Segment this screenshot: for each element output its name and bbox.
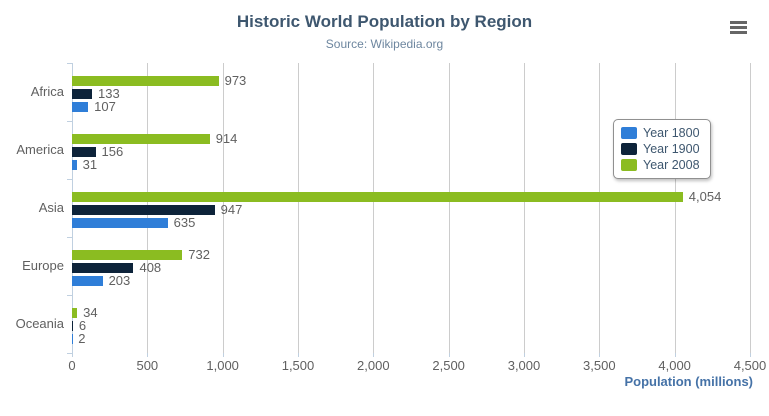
bar-asia-year-2008[interactable] bbox=[72, 191, 683, 202]
value-axis-tick-label: 4,000 bbox=[658, 358, 691, 373]
bar-value-label: 203 bbox=[108, 272, 131, 288]
axis-tick bbox=[599, 353, 601, 357]
bar-value-label: 31 bbox=[82, 156, 98, 172]
bar-value-label: 4,054 bbox=[688, 188, 722, 204]
axis-tick bbox=[373, 353, 375, 357]
category-axis-tick bbox=[67, 295, 72, 296]
legend-label: Year 1800 bbox=[643, 126, 700, 140]
axis-tick bbox=[750, 353, 751, 357]
bar-value-label: 973 bbox=[224, 72, 247, 88]
legend: Year 1800 Year 1900 Year 2008 bbox=[613, 119, 711, 179]
category-label: Europe bbox=[22, 258, 64, 273]
axis-tick bbox=[524, 353, 525, 357]
gridline bbox=[448, 63, 450, 353]
bar-africa-year-1900[interactable] bbox=[72, 88, 93, 99]
value-axis-tick-label: 2,000 bbox=[357, 358, 390, 373]
category-axis-tick bbox=[67, 63, 72, 64]
bar-oceania-year-2008[interactable] bbox=[72, 307, 78, 318]
bar-value-label: 408 bbox=[139, 259, 162, 275]
category-axis-tick bbox=[67, 179, 72, 180]
bar-europe-year-1900[interactable] bbox=[72, 262, 134, 273]
bar-africa-year-2008[interactable] bbox=[72, 75, 219, 86]
legend-swatch-icon bbox=[621, 159, 637, 171]
bar-value-label: 2 bbox=[78, 330, 86, 346]
bar-value-label: 914 bbox=[215, 130, 238, 146]
axis-tick bbox=[448, 353, 450, 357]
hamburger-menu-icon bbox=[730, 21, 747, 34]
value-axis-tick-label: 1,000 bbox=[206, 358, 239, 373]
value-axis-tick-label: 500 bbox=[136, 358, 159, 373]
category-axis-tick bbox=[67, 121, 72, 122]
gridline bbox=[750, 63, 751, 353]
legend-item-year-2008[interactable]: Year 2008 bbox=[621, 157, 700, 173]
bar-europe-year-1800[interactable] bbox=[72, 275, 103, 286]
value-axis-tick-label: 4,500 bbox=[733, 358, 767, 373]
value-axis-tick-label: 0 bbox=[68, 358, 76, 373]
legend-swatch-icon bbox=[621, 143, 637, 155]
legend-label: Year 2008 bbox=[643, 158, 700, 172]
bar-value-label: 156 bbox=[101, 143, 124, 159]
bar-value-label: 6 bbox=[78, 317, 87, 333]
category-axis-tick bbox=[67, 237, 72, 238]
x-axis-title: Population (millions) bbox=[624, 374, 753, 389]
chart-title: Historic World Population by Region bbox=[236, 12, 533, 31]
bar-value-label: 34 bbox=[83, 304, 98, 320]
chart-subtitle: Source: Wikipedia.org bbox=[325, 37, 444, 51]
bar-asia-year-1900[interactable] bbox=[72, 204, 215, 215]
axis-tick bbox=[298, 353, 299, 357]
bar-asia-year-1800[interactable] bbox=[72, 217, 168, 228]
bar-oceania-year-1900[interactable] bbox=[72, 320, 73, 331]
bar-value-label: 107 bbox=[94, 98, 116, 114]
value-axis-tick-label: 3,000 bbox=[507, 358, 541, 373]
value-axis-tick-label: 1,500 bbox=[281, 358, 315, 373]
category-label: Oceania bbox=[15, 316, 64, 331]
bar-value-label: 635 bbox=[173, 214, 196, 230]
legend-label: Year 1900 bbox=[643, 142, 700, 156]
bar-america-year-2008[interactable] bbox=[72, 133, 210, 144]
bar-africa-year-1800[interactable] bbox=[72, 101, 89, 112]
bar-europe-year-2008[interactable] bbox=[72, 249, 183, 260]
gridline bbox=[373, 63, 375, 353]
axis-tick bbox=[72, 353, 73, 357]
bar-value-label: 947 bbox=[220, 201, 243, 217]
category-label: Africa bbox=[30, 84, 64, 99]
legend-item-year-1900[interactable]: Year 1900 bbox=[621, 141, 700, 157]
bar-america-year-1800[interactable] bbox=[72, 159, 77, 170]
value-axis-tick-label: 2,500 bbox=[432, 358, 465, 373]
gridline bbox=[298, 63, 299, 353]
gridline bbox=[674, 63, 676, 353]
export-menu-button[interactable] bbox=[730, 21, 747, 34]
category-label: Asia bbox=[38, 200, 64, 215]
gridline bbox=[222, 63, 224, 353]
legend-swatch-icon bbox=[621, 127, 637, 139]
legend-item-year-1800[interactable]: Year 1800 bbox=[621, 125, 700, 141]
category-axis-tick bbox=[67, 353, 72, 354]
gridline bbox=[524, 63, 525, 353]
bar-value-label: 133 bbox=[98, 85, 120, 101]
axis-tick bbox=[222, 353, 224, 357]
category-label: America bbox=[16, 142, 64, 157]
gridline bbox=[599, 63, 601, 353]
axis-tick bbox=[147, 353, 149, 357]
bar-america-year-1900[interactable] bbox=[72, 146, 96, 157]
axis-tick bbox=[674, 353, 676, 357]
bar-value-label: 732 bbox=[188, 246, 210, 262]
value-axis-tick-label: 3,500 bbox=[583, 358, 616, 373]
